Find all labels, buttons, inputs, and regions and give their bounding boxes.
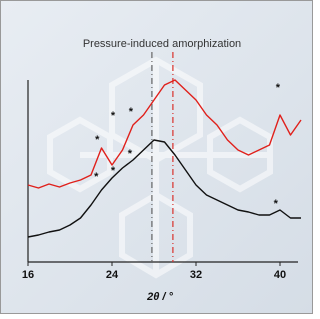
x-tick-label: 32 [190, 269, 202, 281]
x-tick-label: 24 [106, 269, 119, 281]
chart: Pressure-induced amorphization 2θ / ° 16… [0, 0, 313, 314]
x-tick-label: 40 [274, 269, 286, 281]
page: Pressure-induced amorphization 2θ / ° 16… [0, 0, 320, 319]
peak-marker: * [129, 106, 134, 118]
peak-marker: * [95, 134, 100, 146]
peak-marker: * [276, 82, 281, 94]
x-axis-label: 2θ / ° [146, 291, 173, 303]
peak-marker: * [111, 165, 116, 177]
peak-marker: * [94, 171, 99, 183]
peak-marker: * [274, 198, 279, 210]
x-tick-label: 16 [22, 269, 34, 281]
peak-marker: * [111, 110, 116, 122]
chart-title: Pressure-induced amorphization [83, 38, 241, 50]
peak-marker: * [128, 148, 133, 160]
